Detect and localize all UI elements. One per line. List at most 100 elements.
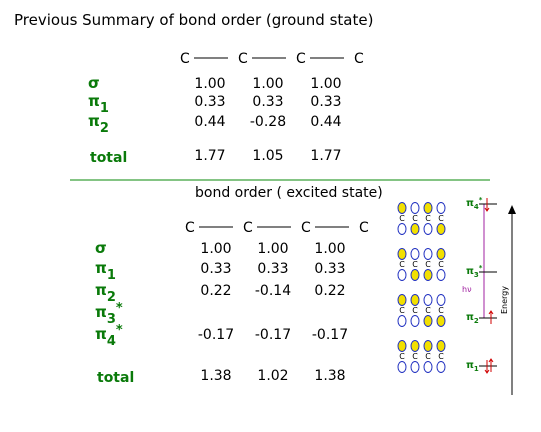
bond-order: 1.00	[252, 76, 283, 92]
orbital-atom: C	[425, 214, 431, 223]
row-label: σ	[95, 239, 107, 257]
chain-atom: C	[180, 51, 190, 67]
orbital-atom: C	[399, 352, 405, 361]
bond-order: 0.44	[194, 114, 225, 130]
photon-label: hν	[462, 285, 472, 294]
electron	[488, 310, 494, 324]
lobe	[423, 223, 433, 235]
orbital-atom: C	[425, 352, 431, 361]
chain-atom: C	[185, 220, 195, 236]
orbital-atom: C	[412, 260, 418, 269]
label-sub: 1	[474, 365, 479, 373]
lobe	[397, 361, 407, 373]
orbital-atom: C	[438, 214, 444, 223]
total-value: 1.38	[200, 368, 231, 384]
orbital-atom: C	[412, 306, 418, 315]
lobe	[423, 294, 433, 306]
label-base: π	[466, 198, 474, 209]
bond-order: -0.17	[312, 327, 348, 343]
lobe	[410, 223, 420, 235]
electron	[484, 360, 490, 374]
bond-order: 1.00	[200, 241, 231, 257]
orbital-atom: C	[438, 306, 444, 315]
chain-atom: C	[296, 51, 306, 67]
chain-atom: C	[243, 220, 253, 236]
label-base: σ	[95, 239, 107, 257]
bond-order: 1.00	[194, 76, 225, 92]
lobe	[423, 269, 433, 281]
label-base: σ	[88, 74, 100, 92]
row-label: π1	[466, 360, 479, 373]
title: Previous Summary of bond order (ground s…	[14, 11, 373, 29]
label-sub: 4	[474, 203, 479, 211]
energy-arrow	[508, 205, 516, 214]
label-base: π	[95, 281, 107, 299]
lobe	[397, 269, 407, 281]
label-sub: 2	[474, 317, 479, 325]
orbital-atom: C	[412, 214, 418, 223]
total-value: 1.77	[310, 148, 341, 164]
bond-order: -0.14	[255, 283, 291, 299]
lobe	[410, 294, 420, 306]
bond-order: 1.00	[314, 241, 345, 257]
label-base: π	[95, 325, 107, 343]
excited-heading: bond order ( excited state)	[195, 185, 383, 201]
total-label: total	[97, 370, 134, 386]
bond-order: 0.33	[257, 261, 288, 277]
row-label: π2	[88, 112, 109, 136]
row-label: π1	[95, 259, 116, 283]
total-value: 1.05	[252, 148, 283, 164]
lobe	[423, 202, 433, 214]
bond-order: -0.17	[255, 327, 291, 343]
row-label: π1	[88, 92, 109, 116]
total-value: 1.38	[314, 368, 345, 384]
lobe	[410, 248, 420, 260]
lobe	[436, 361, 446, 373]
lobe	[423, 340, 433, 352]
bond-order: 0.33	[310, 94, 341, 110]
chain-atom: C	[354, 51, 364, 67]
bond-order: 1.00	[257, 241, 288, 257]
lobe	[436, 223, 446, 235]
lobe	[397, 340, 407, 352]
lobe	[436, 202, 446, 214]
lobe	[410, 315, 420, 327]
label-sup: *	[116, 323, 123, 338]
bond-order: 0.22	[314, 283, 345, 299]
label-base: π	[466, 360, 474, 371]
total-value: 1.77	[194, 148, 225, 164]
row-label: σ	[88, 74, 100, 92]
label-sup: *	[479, 196, 483, 204]
label-sup: *	[116, 301, 123, 316]
bond-order: 0.33	[200, 261, 231, 277]
row-label: π4*	[466, 196, 483, 211]
row-label: π4*	[95, 323, 123, 349]
lobe	[397, 223, 407, 235]
row-label: π2	[466, 312, 479, 325]
electron	[484, 198, 490, 212]
total-value: 1.02	[257, 368, 288, 384]
label-base: π	[95, 259, 107, 277]
label-sub: 3	[107, 312, 116, 327]
lobe	[410, 361, 420, 373]
lobe	[436, 315, 446, 327]
electron	[488, 358, 494, 372]
bond-order: -0.28	[250, 114, 286, 130]
label-sup: *	[479, 264, 483, 272]
lobe	[436, 248, 446, 260]
total-label: total	[90, 150, 127, 166]
label-sub: 4	[107, 334, 116, 349]
lobe	[423, 315, 433, 327]
chain-atom: C	[301, 220, 311, 236]
lobe	[436, 294, 446, 306]
row-label: π2	[95, 281, 116, 305]
orbital-atom: C	[425, 306, 431, 315]
orbital-atom: C	[399, 214, 405, 223]
label-sub: 1	[107, 268, 116, 283]
lobe	[423, 248, 433, 260]
bond-order: 0.33	[252, 94, 283, 110]
lobe	[397, 202, 407, 214]
label-base: π	[466, 266, 474, 277]
lobe	[397, 315, 407, 327]
